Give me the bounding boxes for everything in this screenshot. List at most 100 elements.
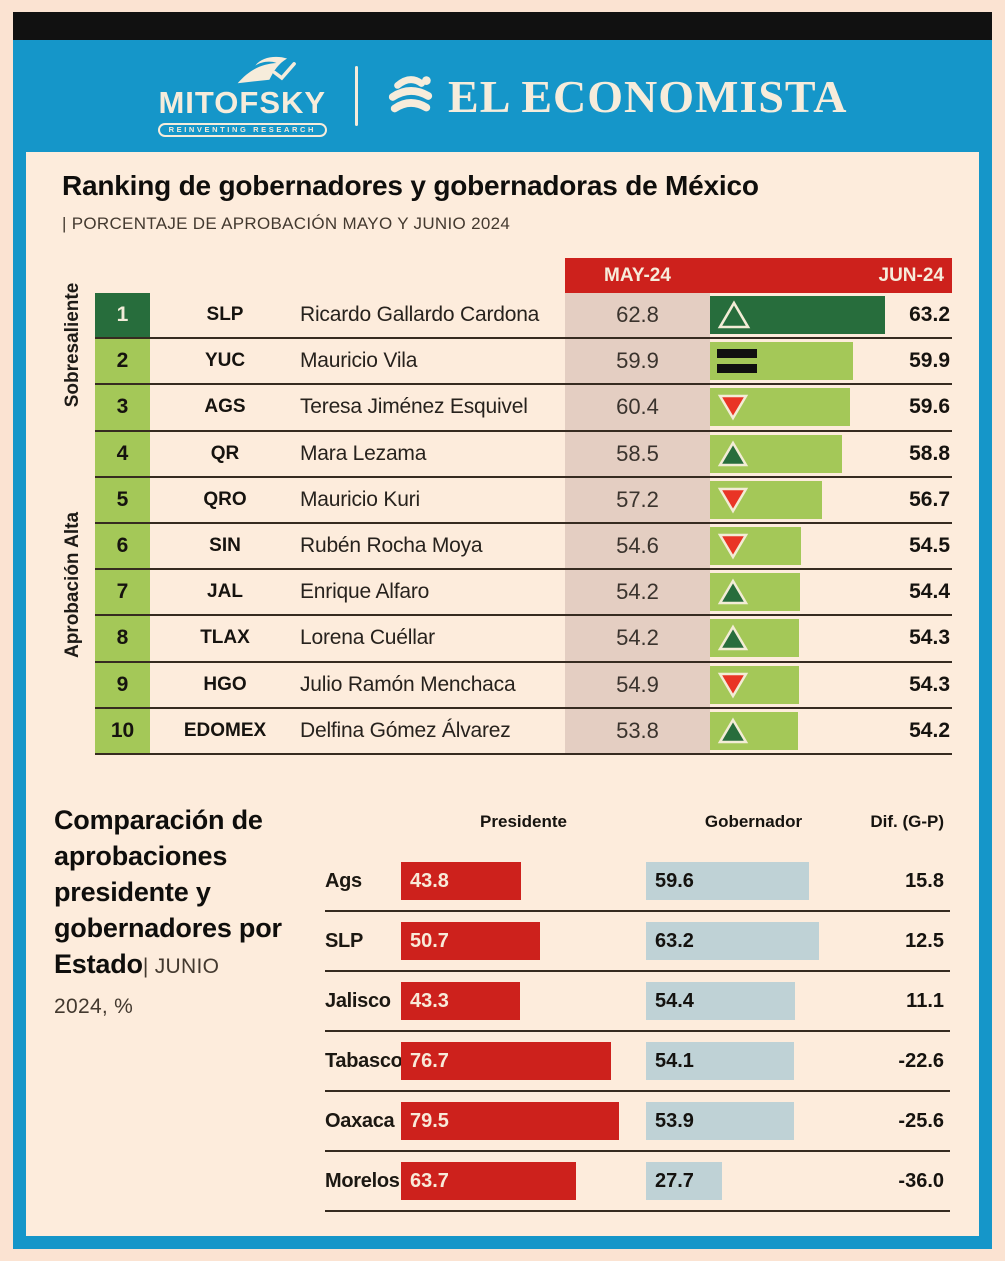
rank-badge: 7 [95, 570, 150, 615]
presidente-bar-zone: 50.7 [401, 922, 646, 960]
comparison-title-light: | JUNIO [142, 955, 220, 978]
trend-bar [710, 665, 799, 704]
comparison-row: Jalisco 43.3 54.4 11.1 [325, 972, 950, 1032]
mitofsky-tagline: REINVENTING RESEARCH [157, 123, 328, 137]
comparison-column-headers: Presidente Gobernador Dif. (G-P) [325, 812, 950, 832]
dif-value: 11.1 [906, 989, 944, 1012]
state-abbr: TLAX [200, 627, 250, 649]
comparison-state-label: Jalisco [325, 989, 391, 1012]
may-value: 58.5 [616, 440, 659, 466]
governor-name: Mauricio Vila [300, 349, 418, 373]
comparison-title: Comparación de aprobaciones presidente y… [54, 802, 330, 1025]
rank-badge: 6 [95, 523, 150, 569]
comparison-title-line2: 2024, % [54, 995, 134, 1018]
comparison-state-label: Tabasco [325, 1049, 403, 1072]
comparison-header-spacer [325, 812, 401, 832]
jun-value: 54.4 [909, 580, 950, 604]
trend-bar-zone: 59.9 [710, 339, 952, 383]
comparison-state-label: Morelos [325, 1169, 400, 1192]
trend-bar [710, 342, 853, 381]
may-column-header: MAY-24 [604, 264, 671, 286]
presidente-bar: 43.8 [401, 862, 521, 900]
rank-badge: 8 [95, 616, 150, 661]
jun-value: 54.5 [909, 534, 950, 558]
jun-value: 59.6 [909, 395, 950, 419]
jun-value: 56.7 [909, 487, 950, 511]
comparison-state-label: Ags [325, 869, 362, 892]
trend-bar-zone: 54.3 [710, 616, 952, 660]
jun-column-header: JUN-24 [878, 264, 944, 286]
ranking-row: 9 HGO Julio Ramón Menchaca 54.9 54.3 [95, 662, 952, 709]
jun-value: 54.3 [909, 672, 950, 696]
rank-badge: 4 [95, 431, 150, 476]
comparison-row: Tabasco 76.7 54.1 -22.6 [325, 1032, 950, 1092]
equals-icon [717, 348, 759, 374]
gobernador-bar: 59.6 [646, 862, 809, 900]
governor-name: Rubén Rocha Moya [300, 534, 483, 558]
comparison-row: Oaxaca 79.5 53.9 -25.6 [325, 1092, 950, 1152]
may-column-background [565, 293, 710, 755]
tier-label-sobresaliente: Sobresaliente [62, 282, 83, 408]
jun-value: 58.8 [909, 441, 950, 465]
comparison-title-bold: Comparación de aprobaciones presidente y… [54, 805, 282, 979]
trend-bar [710, 480, 822, 519]
up-triangle-icon [717, 717, 749, 745]
governor-name: Delfina Gómez Álvarez [300, 718, 511, 742]
ranking-row: 6 SIN Rubén Rocha Moya 54.6 54.5 [95, 523, 952, 571]
jun-value: 63.2 [909, 303, 950, 327]
presidente-bar: 50.7 [401, 922, 540, 960]
presidente-column-header: Presidente [480, 812, 567, 831]
state-abbr: HGO [203, 673, 247, 695]
may-value: 54.2 [616, 579, 659, 605]
comparison-state-label: SLP [325, 929, 363, 952]
trend-bar-zone: 54.4 [710, 570, 952, 614]
content-panel: Ranking de gobernadores y gobernadoras d… [26, 152, 979, 1236]
gobernador-bar-zone: 59.6 [646, 862, 861, 900]
governor-name: Teresa Jiménez Esquivel [300, 395, 528, 419]
el-economista-wordmark: EL ECONOMISTA [448, 70, 848, 122]
ranking-row: 7 JAL Enrique Alfaro 54.2 54.4 [95, 570, 952, 617]
trend-bar-zone: 54.3 [710, 663, 952, 707]
ranking-row: 5 QRO Mauricio Kuri 57.2 56.7 [95, 477, 952, 524]
jun-value: 54.3 [909, 626, 950, 650]
dif-value: -36.0 [898, 1169, 944, 1192]
logo-banner: MITOFSKY REINVENTING RESEARCH EL ECONOMI… [13, 40, 992, 152]
el-economista-globe-icon [388, 76, 433, 113]
gobernador-bar: 27.7 [646, 1162, 722, 1200]
dif-value: 15.8 [905, 869, 944, 892]
may-value: 62.8 [616, 302, 659, 328]
comparison-table: Ags 43.8 59.6 15.8 SLP 50.7 63.2 12.5 Ja… [325, 852, 950, 1212]
down-triangle-icon [717, 393, 749, 421]
dif-value: -22.6 [898, 1049, 944, 1072]
gobernador-bar: 54.1 [646, 1042, 794, 1080]
trend-bar [710, 619, 799, 658]
ranking-row: 1 SLP Ricardo Gallardo Cardona 62.8 63.2 [95, 293, 952, 340]
may-value: 57.2 [616, 486, 659, 512]
trend-bar-zone: 56.7 [710, 478, 952, 522]
comparison-row: Morelos 63.7 27.7 -36.0 [325, 1152, 950, 1212]
ranking-row: 4 QR Mara Lezama 58.5 58.8 [95, 431, 952, 478]
state-abbr: YUC [204, 350, 246, 372]
may-value: 54.6 [616, 533, 659, 559]
governor-name: Julio Ramón Menchaca [300, 672, 516, 696]
state-abbr: QR [210, 442, 240, 464]
presidente-bar: 79.5 [401, 1102, 619, 1140]
dif-value: -25.6 [898, 1109, 944, 1132]
trend-bar [710, 388, 850, 427]
gobernador-bar: 54.4 [646, 982, 795, 1020]
state-abbr: SIN [209, 535, 241, 557]
mitofsky-wordmark: MITOFSKY [158, 85, 327, 121]
tier-label-aprobacion-alta: Aprobación Alta [62, 511, 83, 659]
trend-bar-zone: 59.6 [710, 385, 952, 429]
logo-divider [355, 66, 359, 126]
governor-name: Mauricio Kuri [300, 487, 420, 511]
comparison-state-label: Oaxaca [325, 1109, 395, 1132]
el-economista-logo: EL ECONOMISTA [386, 70, 847, 123]
gobernador-column-header: Gobernador [704, 812, 803, 831]
state-abbr: EDOMEX [183, 719, 267, 741]
comparison-row: SLP 50.7 63.2 12.5 [325, 912, 950, 972]
up-triangle-icon [717, 440, 749, 468]
jun-value: 54.2 [909, 718, 950, 742]
gobernador-bar-zone: 54.4 [646, 982, 861, 1020]
